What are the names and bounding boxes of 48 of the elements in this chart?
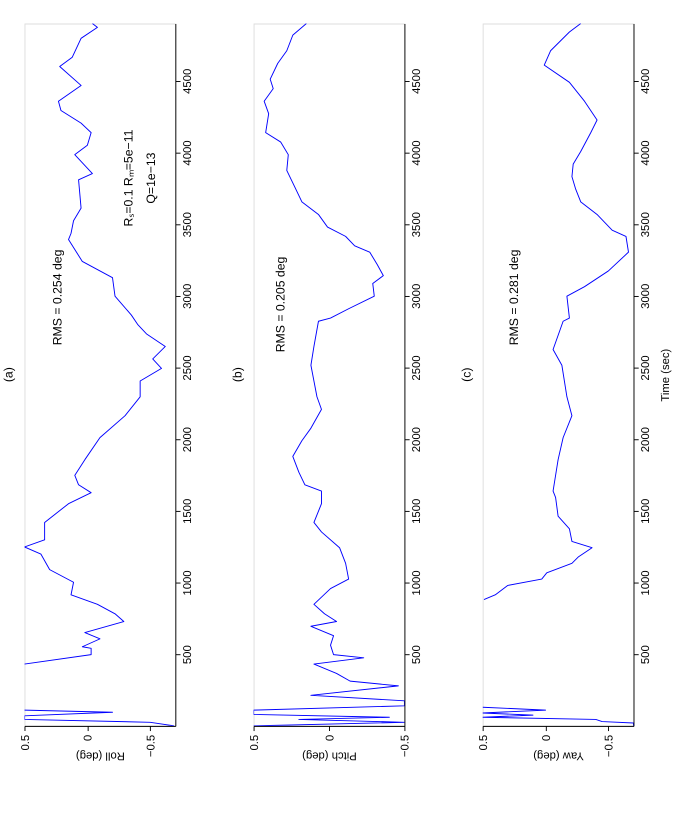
text: (c) xyxy=(459,368,474,382)
y-tick-label: 3500 xyxy=(182,212,194,238)
y-tick-label: 2500 xyxy=(640,355,652,381)
x-axis-title: Pitch (deg) xyxy=(302,749,357,762)
y-tick-label: 500 xyxy=(182,645,194,664)
y-tick-label: 1500 xyxy=(640,498,652,524)
y-tick-label: 2000 xyxy=(182,427,194,452)
y-tick-label: 4000 xyxy=(640,140,652,166)
x-tick-label: 0.5 xyxy=(248,734,261,751)
x-tick-label: 0 xyxy=(82,734,95,742)
x-tick-label: −0.5 xyxy=(145,734,158,758)
y-tick-label: 2000 xyxy=(410,427,423,452)
y-tick-label: 1000 xyxy=(182,570,194,596)
annotation: Rₛ=0.1 Rₘ=5e−11 xyxy=(121,129,136,227)
annotation: RMS = 0.205 deg xyxy=(274,256,288,352)
x-tick-label: 0 xyxy=(540,734,553,742)
y-tick-label: 1500 xyxy=(410,498,423,524)
text: (b) xyxy=(230,367,244,382)
y-tick-label: 3500 xyxy=(410,212,423,238)
y-tick-label: 4000 xyxy=(410,140,423,166)
x-tick-label: 0 xyxy=(324,734,336,742)
y-tick-label: 2000 xyxy=(640,427,652,452)
annotation: Q=1e−13 xyxy=(144,152,158,204)
y-tick-label: 2500 xyxy=(410,355,423,381)
x-tick-label: 0.5 xyxy=(20,734,32,751)
y-tick-label: 3500 xyxy=(640,212,652,238)
y-axis-title: Time (sec) xyxy=(660,348,672,402)
y-tick-label: 4000 xyxy=(182,140,194,166)
y-tick-label: 3000 xyxy=(182,284,194,309)
y-tick-label: 1000 xyxy=(410,570,423,596)
y-tick-label: 3000 xyxy=(410,284,423,309)
x-tick-label: −0.5 xyxy=(604,734,616,758)
y-tick-label: 1000 xyxy=(640,570,652,596)
y-tick-label: 4500 xyxy=(182,68,194,94)
y-tick-label: 4500 xyxy=(410,68,423,94)
text: (a) xyxy=(1,367,16,382)
x-axis-title: Roll (deg) xyxy=(76,749,125,762)
y-tick-label: 500 xyxy=(640,645,652,664)
annotation: RMS = 0.281 deg xyxy=(507,249,522,346)
y-tick-label: 2500 xyxy=(182,355,194,381)
x-tick-label: −0.5 xyxy=(400,734,412,758)
y-tick-label: 1500 xyxy=(182,498,194,524)
y-tick-label: 3000 xyxy=(640,284,652,309)
x-axis-title: Yaw (deg) xyxy=(533,749,584,762)
y-tick-label: 4500 xyxy=(640,68,652,94)
x-tick-label: 0.5 xyxy=(478,734,490,751)
annotation: RMS = 0.254 deg xyxy=(50,249,64,346)
y-tick-label: 500 xyxy=(410,645,423,664)
